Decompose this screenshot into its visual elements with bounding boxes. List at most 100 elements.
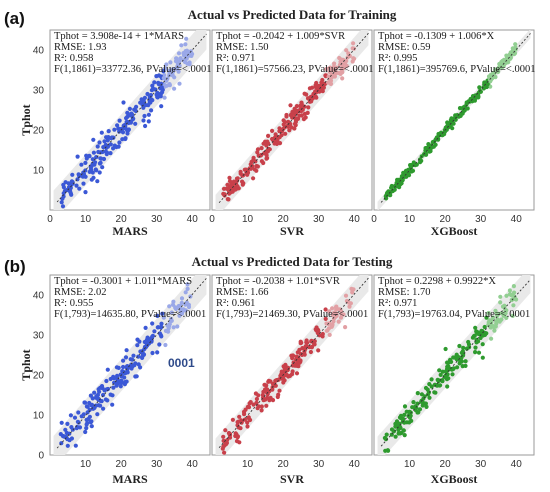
x-tick-label: 20	[116, 214, 128, 225]
data-point	[185, 286, 190, 291]
data-point	[85, 404, 90, 409]
data-point	[396, 427, 401, 432]
data-point	[459, 350, 464, 355]
data-point	[229, 187, 234, 192]
data-point	[143, 103, 148, 108]
data-point	[415, 391, 420, 396]
stat-line: R²: 0.955	[54, 298, 93, 309]
data-point	[117, 118, 122, 123]
data-point	[463, 359, 468, 364]
data-point	[177, 303, 182, 309]
data-point	[251, 157, 256, 162]
data-point	[394, 184, 399, 189]
data-point	[162, 95, 167, 100]
data-point	[327, 309, 332, 314]
x-tick-label: 40	[511, 214, 523, 225]
data-point	[245, 404, 250, 409]
data-point	[160, 311, 165, 316]
data-point	[235, 434, 240, 439]
data-point	[87, 154, 92, 159]
data-point	[120, 130, 126, 135]
data-point	[73, 443, 78, 448]
y-axis-label: Tphot	[19, 104, 33, 135]
data-point	[68, 189, 73, 194]
data-point	[297, 347, 302, 352]
data-point	[65, 443, 70, 448]
x-axis-label: MARS	[112, 472, 148, 486]
data-point	[474, 329, 479, 334]
data-point	[384, 196, 389, 201]
data-point	[123, 355, 129, 360]
data-point	[383, 448, 388, 453]
data-point	[161, 315, 166, 320]
data-point	[116, 365, 121, 370]
data-point	[187, 62, 192, 67]
data-point	[62, 434, 67, 439]
data-point	[179, 43, 184, 48]
data-point	[114, 383, 119, 388]
data-point	[91, 150, 96, 155]
data-point	[149, 335, 155, 340]
stat-line: Tphot = -0.2042 + 1.009*SVR	[216, 31, 345, 42]
data-point	[176, 69, 181, 74]
data-point	[89, 403, 94, 408]
x-tick-label: 30	[151, 459, 163, 470]
data-point	[243, 167, 248, 172]
stat-line: F(1,1861)=395769.6, PValue=<.0001	[378, 64, 535, 75]
data-point	[327, 70, 333, 75]
data-point	[63, 427, 68, 432]
data-point	[442, 132, 447, 137]
data-point	[342, 61, 348, 66]
data-point	[308, 349, 313, 355]
data-point	[459, 359, 464, 364]
data-point	[392, 187, 397, 192]
data-point	[150, 350, 155, 356]
y-tick-label: 40	[33, 46, 45, 57]
stat-line: Tphot = -0.2038 + 1.01*SVR	[216, 276, 340, 287]
data-point	[245, 424, 250, 429]
data-point	[281, 122, 286, 127]
data-point	[302, 352, 307, 357]
data-point	[225, 197, 230, 202]
data-point	[255, 406, 260, 411]
data-point	[159, 104, 164, 109]
data-point	[401, 172, 406, 177]
data-point	[455, 365, 460, 370]
data-point	[343, 325, 348, 330]
x-tick-label: 10	[80, 459, 92, 470]
data-point	[120, 137, 125, 142]
data-point	[414, 405, 419, 410]
data-point	[496, 311, 501, 316]
y-tick-label: 30	[33, 86, 45, 97]
data-point	[105, 386, 111, 392]
fit-line	[380, 279, 531, 447]
data-point	[393, 434, 398, 439]
data-point	[480, 342, 485, 347]
data-point	[270, 128, 275, 133]
data-point	[281, 118, 286, 123]
data-point	[242, 417, 247, 422]
data-point	[164, 83, 169, 88]
data-point	[502, 303, 507, 308]
data-point	[298, 339, 303, 344]
data-point	[474, 95, 479, 100]
data-point	[150, 321, 155, 326]
data-point	[183, 49, 188, 54]
data-point	[452, 355, 457, 360]
stat-line: RMSE: 1.93	[54, 42, 107, 53]
data-point	[102, 388, 107, 393]
data-point	[98, 385, 103, 390]
panel-label: (a)	[4, 9, 25, 28]
data-point	[265, 148, 270, 153]
x-tick-label: 10	[404, 459, 416, 470]
data-point	[142, 95, 147, 100]
data-point	[98, 160, 103, 165]
data-point	[443, 373, 448, 378]
data-point	[327, 321, 332, 326]
data-point	[402, 404, 408, 409]
data-point	[398, 431, 403, 436]
data-point	[77, 186, 82, 191]
data-point	[330, 323, 335, 328]
data-point	[507, 288, 512, 293]
